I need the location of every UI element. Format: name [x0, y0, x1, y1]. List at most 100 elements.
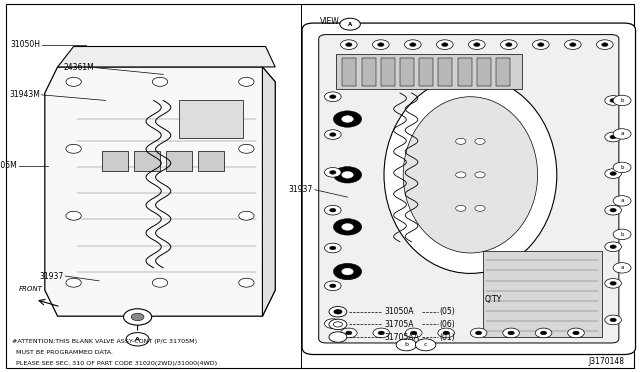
- Circle shape: [456, 205, 466, 211]
- Text: (05): (05): [440, 307, 456, 316]
- Circle shape: [396, 339, 417, 351]
- Circle shape: [66, 211, 81, 220]
- Circle shape: [329, 319, 347, 330]
- Circle shape: [602, 43, 608, 46]
- Text: a: a: [620, 198, 624, 203]
- Circle shape: [329, 307, 347, 317]
- Text: a: a: [620, 131, 624, 137]
- Circle shape: [613, 196, 631, 206]
- Polygon shape: [262, 67, 275, 316]
- Circle shape: [324, 205, 341, 215]
- Text: 31705A: 31705A: [385, 320, 414, 329]
- Text: 31943M: 31943M: [10, 90, 40, 99]
- Circle shape: [152, 278, 168, 287]
- Circle shape: [405, 328, 422, 338]
- Circle shape: [324, 167, 341, 177]
- Circle shape: [605, 315, 621, 325]
- FancyBboxPatch shape: [336, 54, 522, 89]
- Circle shape: [468, 40, 485, 49]
- Circle shape: [152, 77, 168, 86]
- Text: (06): (06): [440, 320, 456, 329]
- Text: 31937: 31937: [288, 185, 312, 194]
- Circle shape: [605, 242, 621, 251]
- Circle shape: [573, 331, 579, 335]
- Bar: [102, 151, 128, 171]
- Circle shape: [330, 208, 336, 212]
- Circle shape: [605, 205, 621, 215]
- Circle shape: [126, 333, 149, 346]
- Circle shape: [613, 95, 631, 106]
- Circle shape: [503, 328, 520, 338]
- Circle shape: [610, 282, 616, 285]
- Circle shape: [330, 170, 336, 174]
- Bar: [496, 58, 510, 86]
- Text: b: b: [620, 232, 624, 237]
- Text: *31705M: *31705M: [0, 161, 18, 170]
- Circle shape: [506, 43, 512, 46]
- Circle shape: [330, 246, 336, 250]
- FancyBboxPatch shape: [319, 35, 619, 343]
- Circle shape: [508, 331, 515, 335]
- Text: (01): (01): [440, 333, 455, 341]
- Polygon shape: [45, 67, 275, 316]
- Text: Q'TY: Q'TY: [484, 295, 501, 304]
- Circle shape: [415, 339, 436, 351]
- Circle shape: [475, 205, 485, 211]
- Circle shape: [340, 40, 357, 49]
- Circle shape: [342, 268, 353, 275]
- Bar: [342, 58, 356, 86]
- Text: MUST BE PROGRAMMED DATA.: MUST BE PROGRAMMED DATA.: [12, 350, 113, 355]
- Ellipse shape: [403, 97, 538, 253]
- Circle shape: [346, 331, 352, 335]
- Text: PLEASE SEE SEC. 310 OF PART CODE 31020(2WD)/31000(4WD): PLEASE SEE SEC. 310 OF PART CODE 31020(2…: [12, 361, 217, 366]
- Circle shape: [613, 129, 631, 139]
- Circle shape: [333, 263, 362, 280]
- Circle shape: [442, 43, 448, 46]
- Circle shape: [342, 171, 353, 178]
- Circle shape: [610, 172, 616, 176]
- Text: 24361M: 24361M: [64, 63, 95, 72]
- Text: c: c: [424, 342, 428, 347]
- Circle shape: [66, 144, 81, 153]
- Circle shape: [333, 167, 362, 183]
- Circle shape: [324, 92, 341, 102]
- FancyBboxPatch shape: [302, 23, 636, 355]
- Circle shape: [330, 95, 336, 99]
- Circle shape: [324, 281, 341, 291]
- Text: 31937: 31937: [40, 272, 64, 280]
- Circle shape: [564, 40, 581, 49]
- Circle shape: [324, 319, 341, 328]
- Circle shape: [324, 243, 341, 253]
- Circle shape: [610, 245, 616, 248]
- Circle shape: [340, 18, 360, 30]
- Circle shape: [66, 278, 81, 287]
- Polygon shape: [58, 46, 275, 67]
- Circle shape: [333, 309, 342, 314]
- Circle shape: [438, 328, 454, 338]
- Text: 31705AA: 31705AA: [385, 333, 420, 341]
- Bar: [362, 58, 376, 86]
- Circle shape: [324, 130, 341, 140]
- Circle shape: [605, 96, 621, 105]
- Circle shape: [538, 43, 544, 46]
- Bar: [400, 58, 414, 86]
- Circle shape: [378, 43, 384, 46]
- Circle shape: [535, 328, 552, 338]
- Circle shape: [610, 99, 616, 102]
- Text: J3170148: J3170148: [588, 357, 624, 366]
- Circle shape: [613, 229, 631, 240]
- Bar: [419, 58, 433, 86]
- Circle shape: [470, 328, 487, 338]
- Circle shape: [410, 43, 416, 46]
- Text: A: A: [135, 337, 140, 342]
- Circle shape: [330, 133, 336, 137]
- Text: VIEW: VIEW: [320, 17, 340, 26]
- Circle shape: [475, 172, 485, 178]
- Bar: [477, 58, 491, 86]
- Bar: [198, 151, 224, 171]
- Text: b: b: [620, 165, 624, 170]
- Circle shape: [333, 219, 362, 235]
- Circle shape: [605, 279, 621, 288]
- Circle shape: [330, 322, 336, 326]
- Text: a: a: [620, 265, 624, 270]
